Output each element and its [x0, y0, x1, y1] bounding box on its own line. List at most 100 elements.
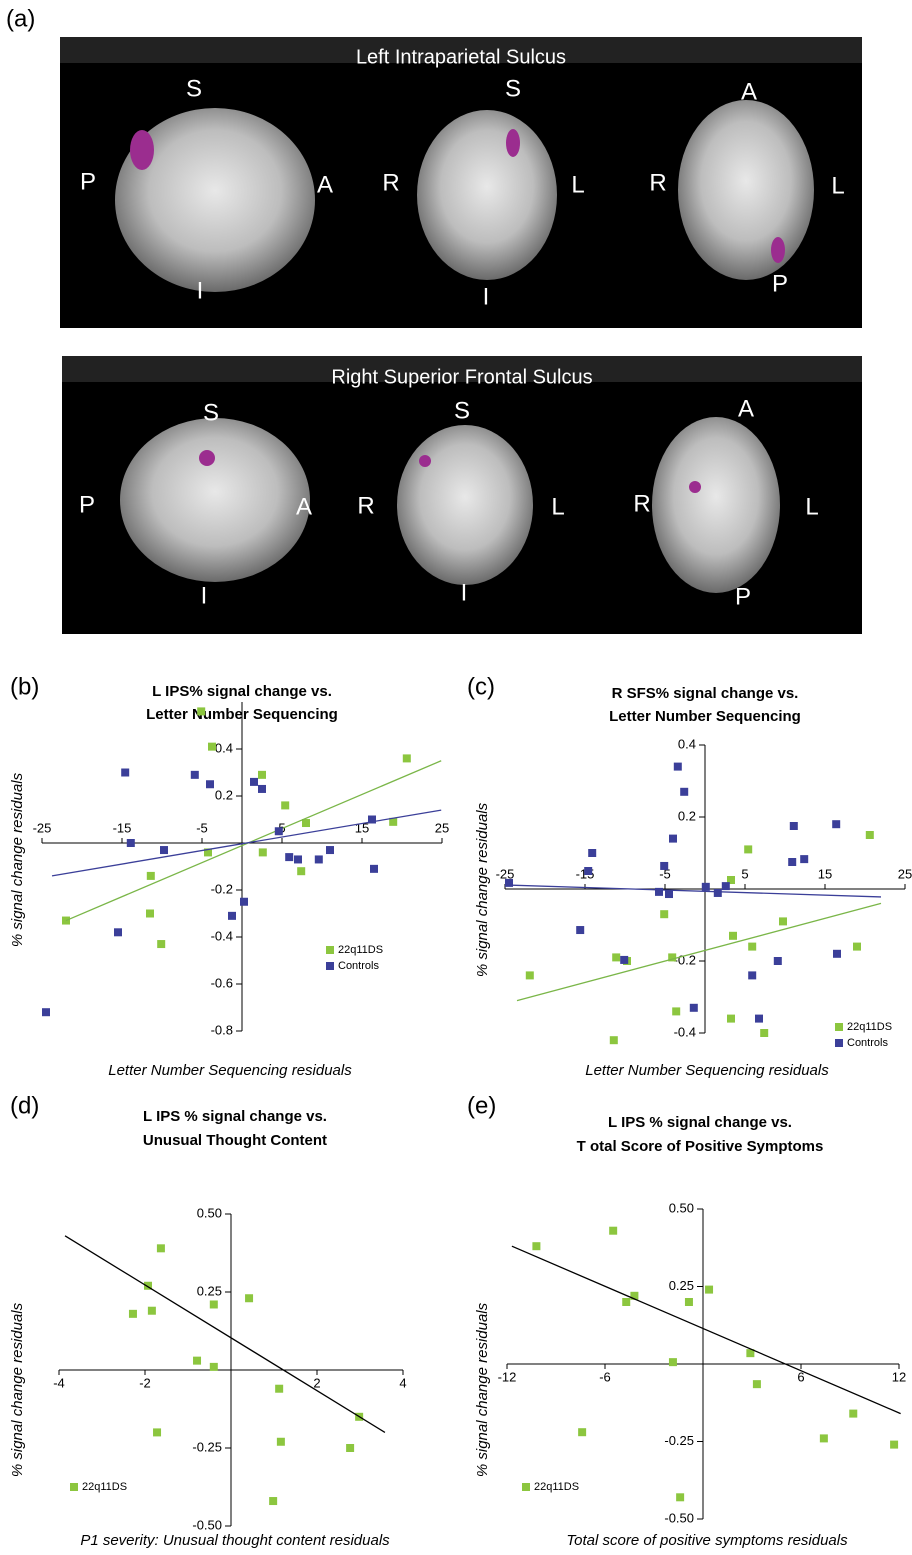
- legend-marker: [835, 1039, 843, 1047]
- x-tick-label: -12: [498, 1369, 517, 1384]
- data-point: [673, 762, 682, 771]
- x-tick-label: 6: [797, 1369, 804, 1384]
- orientation-label: I: [197, 277, 204, 304]
- data-point: [275, 1384, 284, 1393]
- orientation-label: I: [201, 582, 208, 609]
- data-point: [147, 1306, 156, 1315]
- panel-label: (b): [10, 673, 39, 700]
- x-axis-label: P1 severity: Unusual thought content res…: [80, 1532, 390, 1549]
- activation: [130, 130, 154, 170]
- chart-title: T otal Score of Positive Symptoms: [577, 1138, 824, 1155]
- x-tick-label: -4: [53, 1375, 65, 1390]
- brain-slice: [417, 110, 557, 280]
- y-axis-label: % signal change residuals: [474, 1302, 491, 1477]
- data-point: [368, 815, 376, 824]
- data-point: [788, 858, 797, 866]
- data-point: [789, 822, 798, 830]
- data-point: [689, 1003, 698, 1012]
- data-point: [849, 1409, 858, 1418]
- data-point: [160, 846, 168, 855]
- x-tick-label: -5: [659, 866, 671, 881]
- data-point: [258, 770, 266, 779]
- legend-marker: [522, 1483, 530, 1491]
- legend-label: Controls: [847, 1037, 888, 1049]
- data-point: [676, 1493, 685, 1502]
- chart-title: Unusual Thought Content: [143, 1132, 327, 1149]
- data-point: [370, 864, 378, 873]
- chart-title: L IPS % signal change vs.: [608, 1114, 792, 1131]
- y-tick-label: 0.25: [669, 1278, 694, 1293]
- brain-slice: [678, 100, 814, 280]
- orientation-label: R: [649, 169, 666, 196]
- data-point: [660, 861, 669, 870]
- x-tick-label: 4: [399, 1375, 406, 1390]
- data-point: [744, 845, 753, 854]
- data-point: [274, 827, 283, 836]
- y-tick-label: -0.6: [211, 975, 233, 990]
- legend-marker: [326, 962, 334, 970]
- orientation-label: I: [461, 579, 468, 606]
- fit-line: [511, 1245, 901, 1415]
- activation: [419, 455, 431, 467]
- orientation-label: R: [633, 490, 650, 517]
- orientation-label: P: [772, 270, 788, 297]
- data-point: [668, 1358, 677, 1367]
- data-point: [269, 1497, 278, 1506]
- data-point: [285, 853, 294, 862]
- x-axis-label: Letter Number Sequencing residuals: [108, 1062, 352, 1079]
- data-point: [42, 1008, 50, 1017]
- y-tick-label: -0.4: [211, 928, 233, 943]
- data-point: [665, 890, 673, 899]
- y-tick-label: 0.25: [197, 1283, 222, 1298]
- activation: [506, 129, 520, 157]
- data-point: [209, 1362, 218, 1371]
- data-point: [276, 1437, 285, 1446]
- y-tick-label: -0.2: [211, 881, 233, 896]
- data-point: [865, 831, 874, 839]
- data-point: [294, 855, 302, 864]
- data-point: [114, 928, 122, 937]
- data-point: [668, 953, 677, 962]
- data-point: [389, 817, 398, 826]
- data-point: [779, 917, 787, 926]
- orientation-label: P: [80, 168, 96, 195]
- data-point: [240, 897, 248, 906]
- orientation-label: S: [186, 75, 202, 102]
- data-point: [669, 834, 677, 843]
- y-tick-label: -0.25: [664, 1433, 694, 1448]
- data-point: [609, 1226, 618, 1235]
- orientation-label: A: [296, 493, 312, 520]
- data-point: [402, 754, 411, 763]
- data-point: [655, 887, 663, 896]
- data-point: [144, 1281, 153, 1290]
- data-point: [890, 1440, 899, 1449]
- data-point: [258, 848, 267, 857]
- data-point: [833, 949, 841, 958]
- y-axis-label: % signal change residuals: [9, 772, 26, 947]
- orientation-label: L: [805, 493, 818, 520]
- data-point: [153, 1428, 162, 1437]
- data-point: [853, 942, 861, 951]
- data-point: [197, 707, 206, 716]
- y-tick-label: -0.2: [674, 952, 696, 967]
- chart-title: L IPS % signal change vs.: [143, 1108, 327, 1125]
- x-tick-label: 25: [898, 866, 912, 881]
- data-point: [208, 742, 216, 751]
- y-tick-label: -0.50: [192, 1517, 222, 1532]
- data-point: [206, 780, 214, 789]
- x-tick-label: -25: [33, 820, 52, 835]
- data-point: [532, 1242, 541, 1251]
- data-point: [672, 1007, 681, 1016]
- data-point: [156, 1244, 165, 1253]
- data-point: [346, 1444, 355, 1452]
- data-point: [228, 911, 236, 920]
- legend-label: 22q11DS: [847, 1021, 892, 1033]
- y-tick-label: -0.50: [664, 1510, 694, 1525]
- x-axis-label: Total score of positive symptoms residua…: [566, 1532, 848, 1549]
- data-point: [752, 1380, 761, 1389]
- y-tick-label: 0.50: [669, 1200, 694, 1215]
- data-point: [832, 820, 841, 829]
- data-point: [748, 971, 757, 980]
- data-point: [705, 1285, 714, 1294]
- data-point: [584, 867, 593, 875]
